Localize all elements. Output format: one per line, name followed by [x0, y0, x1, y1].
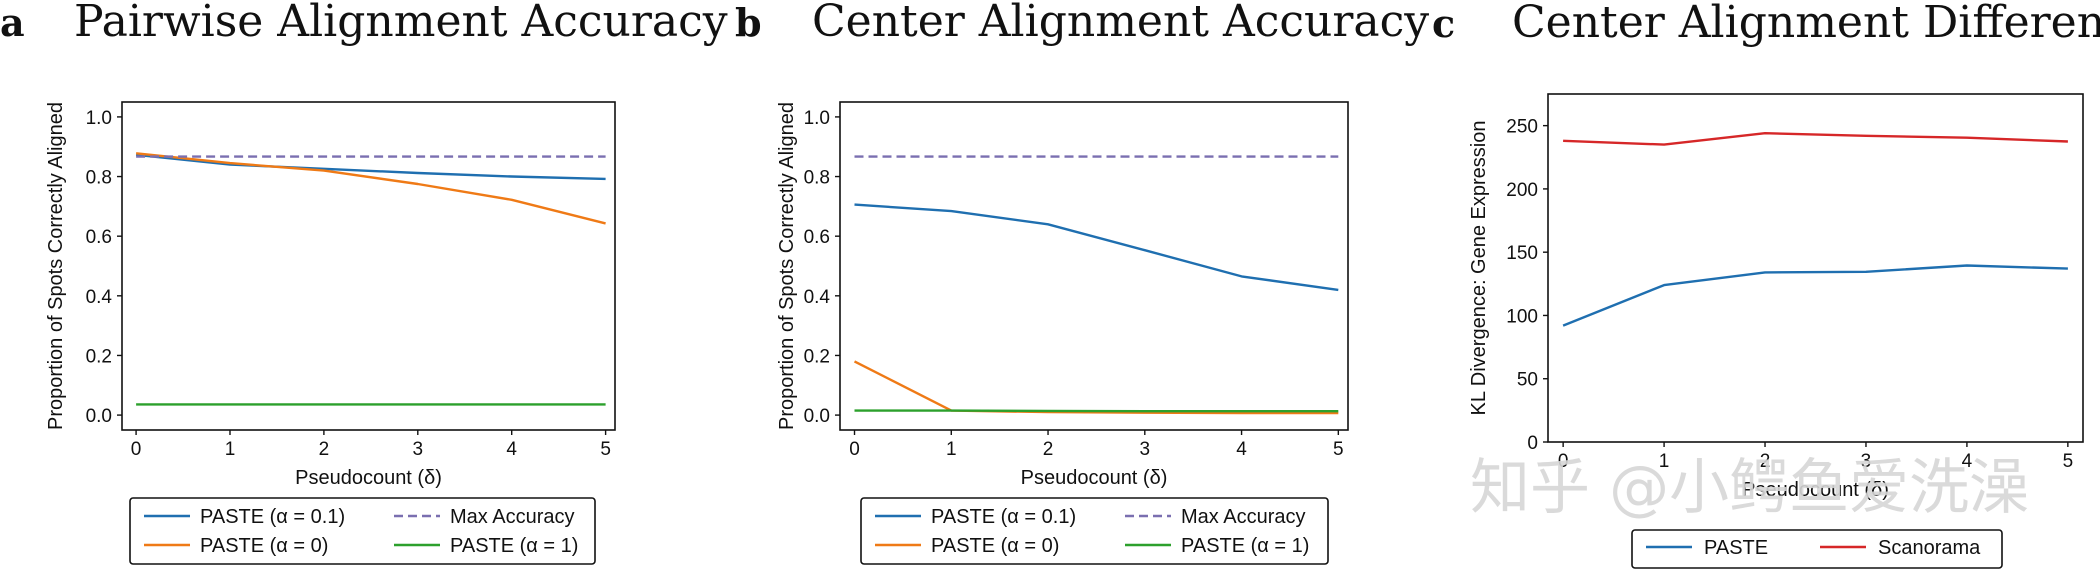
x-axis-label: Pseudocount (δ): [1742, 479, 1889, 501]
x-tick-label: 1: [1659, 451, 1670, 472]
panel-a: a Pairwise Alignment Accuracy 0 1 2 3 4 5 0.0 0.2…: [0, 0, 728, 565]
x-tick-label: 5: [2063, 451, 2074, 472]
legend-label-paste-alpha-1: PASTE (α = 1): [450, 535, 578, 557]
y-tick-label: 0: [1527, 433, 1538, 454]
y-tick-label: 0.6: [86, 227, 112, 248]
x-tick-label: 3: [1861, 451, 1872, 472]
y-tick-label: 0.0: [804, 406, 830, 427]
legend-label-max-accuracy: Max Accuracy: [450, 506, 574, 528]
series-line-scanorama: [1563, 131, 2068, 146]
y-tick-label: 0.2: [86, 346, 112, 367]
series-line-paste-alpha-0-1: [854, 203, 1339, 292]
x-tick-label: 0: [849, 439, 860, 460]
y-tick-label: 50: [1517, 370, 1538, 391]
x-tick-label: 4: [1236, 439, 1247, 460]
plot-area-frame: [121, 101, 616, 431]
legend-label-max-accuracy: Max Accuracy: [1181, 506, 1305, 528]
legend: PASTE (α = 0.1) Max Accuracy PASTE (α = 0)…: [860, 497, 1329, 565]
y-tick-label: 0.4: [86, 287, 113, 308]
series-line-paste-alpha-0: [853, 360, 1339, 415]
panel-letter: b: [735, 0, 762, 45]
x-tick-label: 1: [946, 439, 957, 460]
legend: PASTE Scanorama: [1631, 529, 2003, 569]
x-tick-label: 5: [1333, 439, 1344, 460]
y-tick-label: 0.2: [804, 346, 830, 367]
y-tick-label: 0.4: [804, 287, 831, 308]
watermark-text: 知乎 @小鳄鱼爱洗澡: [1470, 453, 2029, 523]
series-group: [135, 152, 606, 406]
legend: PASTE (α = 0.1) Max Accuracy PASTE (α = 0)…: [129, 497, 596, 565]
x-axis-label: Pseudocount (δ): [1021, 467, 1168, 489]
plot-area-frame: [1547, 93, 2084, 443]
y-tick-label: 250: [1506, 117, 1538, 138]
y-axis-label: Proportion of Spots Correctly Aligned: [776, 102, 798, 430]
x-axis-label: Pseudocount (δ): [295, 467, 442, 489]
y-axis-label: KL Divergence: Gene Expression: [1468, 121, 1490, 416]
y-tick-label: 200: [1506, 180, 1538, 201]
legend-label-paste-alpha-0: PASTE (α = 0): [931, 535, 1059, 557]
panel-letter: c: [1432, 1, 1455, 46]
x-tick-label: 2: [1760, 451, 1771, 472]
series-line-paste-alpha-0-1: [135, 153, 606, 181]
x-tick-label: 3: [413, 439, 424, 460]
x-tick-label: 0: [131, 439, 142, 460]
y-tick-label: 0.8: [804, 168, 830, 189]
x-tick-label: 2: [1043, 439, 1054, 460]
x-tick-label: 3: [1140, 439, 1151, 460]
y-tick-label: 150: [1506, 243, 1538, 264]
x-tick-label: 1: [225, 439, 236, 460]
x-tick-label: 4: [1962, 451, 1973, 472]
chart-title: Center Alignment Accuracy: [812, 0, 1429, 47]
series-group: [1562, 131, 2068, 327]
y-tick-label: 1.0: [86, 108, 112, 129]
series-line-paste: [1562, 264, 2068, 327]
legend-box: [1631, 529, 2003, 569]
y-tick-label: 0.0: [86, 406, 112, 427]
legend-label-paste-alpha-0-1: PASTE (α = 0.1): [931, 506, 1076, 528]
chart-title: Pairwise Alignment Accuracy: [74, 0, 728, 47]
y-tick-label: 0.8: [86, 168, 112, 189]
legend-label-paste-alpha-0: PASTE (α = 0): [200, 535, 328, 557]
legend-label-paste-alpha-1: PASTE (α = 1): [1181, 535, 1309, 557]
legend-label-scanorama: Scanorama: [1878, 537, 1981, 559]
x-tick-label: 0: [1558, 451, 1569, 472]
series-line-paste-alpha-1: [854, 409, 1339, 413]
x-tick-label: 2: [319, 439, 330, 460]
panel-b: b Center Alignment Accuracy 0 1 2 3 4 5 0.0 0.2 0.…: [735, 0, 1429, 565]
legend-box: [860, 497, 1329, 565]
series-line-paste-alpha-0: [135, 152, 606, 225]
legend-label-paste: PASTE: [1704, 537, 1768, 559]
y-tick-label: 0.6: [804, 227, 830, 248]
panel-letter: a: [0, 0, 25, 45]
y-tick-label: 1.0: [804, 108, 830, 129]
x-tick-label: 5: [600, 439, 611, 460]
legend-box: [129, 497, 596, 565]
legend-label-paste-alpha-0-1: PASTE (α = 0.1): [200, 506, 345, 528]
series-group: [853, 155, 1339, 415]
plot-area-frame: [839, 101, 1349, 431]
y-tick-label: 100: [1506, 306, 1538, 327]
y-axis-label: Proportion of Spots Correctly Aligned: [45, 102, 67, 430]
x-tick-label: 4: [506, 439, 517, 460]
chart-title: Center Alignment Difference: [1512, 0, 2100, 48]
